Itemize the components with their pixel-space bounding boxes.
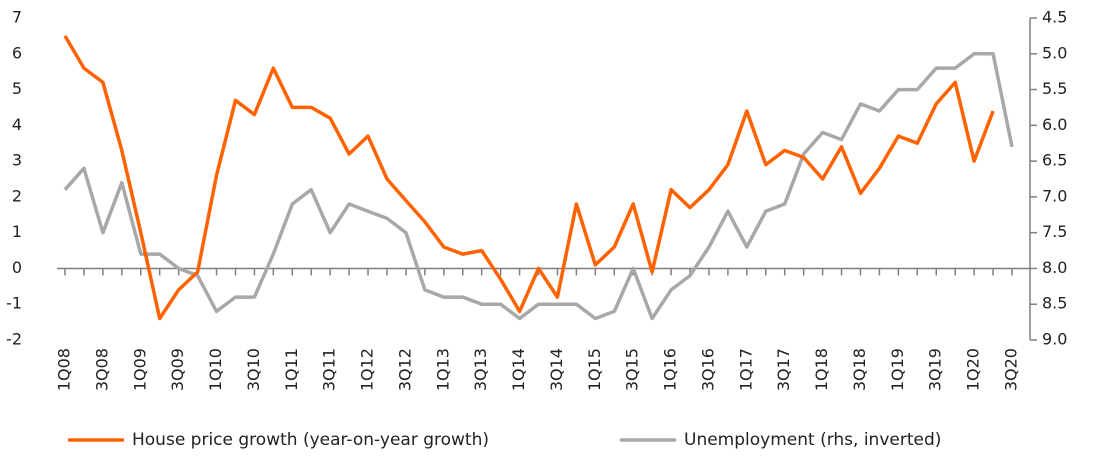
x-tick-label: 3Q15 (623, 348, 642, 391)
x-tick-label: 3Q18 (850, 348, 869, 391)
x-tick-label: 1Q14 (509, 348, 528, 391)
x-tick-label: 1Q15 (585, 348, 604, 391)
y-tick-label: 4 (12, 115, 22, 134)
x-tick-label: 3Q16 (698, 348, 717, 391)
y-tick-label: 5 (12, 79, 22, 98)
x-tick-label: 3Q20 (1002, 348, 1021, 391)
x-tick-label: 3Q13 (471, 348, 490, 391)
y-tick-label: 2 (12, 186, 22, 205)
y2-tick-label: 8.5 (1042, 294, 1067, 313)
y2-tick-label: 6.0 (1042, 115, 1067, 134)
x-tick-label: 1Q13 (433, 348, 452, 391)
legend-label: Unemployment (rhs, inverted) (684, 430, 941, 450)
x-tick-label: 3Q19 (926, 348, 945, 391)
y2-tick-label: 8.0 (1042, 258, 1067, 277)
x-tick-label: 1Q09 (130, 348, 149, 391)
y-tick-label: 0 (12, 258, 22, 277)
legend-label: House price growth (year-on-year growth) (132, 430, 489, 450)
x-tick-label: 3Q14 (547, 348, 566, 391)
y-tick-label: 3 (12, 151, 22, 170)
y-tick-label: -1 (6, 294, 22, 313)
x-tick-label: 1Q19 (888, 348, 907, 391)
x-tick-label: 3Q11 (320, 348, 339, 391)
y2-tick-label: 7.0 (1042, 186, 1067, 205)
x-tick-label: 1Q08 (55, 348, 74, 391)
x-tick-label: 3Q10 (244, 348, 263, 391)
y-tick-label: 6 (12, 43, 22, 62)
x-tick-label: 1Q16 (661, 348, 680, 391)
y2-tick-label: 7.5 (1042, 222, 1067, 241)
x-tick-label: 1Q11 (282, 348, 301, 391)
x-tick-label: 1Q10 (206, 348, 225, 391)
series-line (63, 52, 1014, 321)
x-tick-label: 1Q17 (736, 348, 755, 391)
series-line (63, 35, 995, 321)
y2-tick-label: 5.5 (1042, 79, 1067, 98)
y-tick-label: -2 (6, 330, 22, 349)
x-tick-label: 1Q12 (358, 348, 377, 391)
x-tick-label: 3Q08 (92, 348, 111, 391)
y-tick-label: 7 (12, 8, 22, 27)
y-tick-label: 1 (12, 222, 22, 241)
y2-tick-label: 9.0 (1042, 330, 1067, 349)
x-tick-label: 3Q12 (395, 348, 414, 391)
x-tick-label: 1Q18 (812, 348, 831, 391)
y2-tick-label: 6.5 (1042, 151, 1067, 170)
x-tick-label: 3Q09 (168, 348, 187, 391)
x-tick-label: 3Q17 (774, 348, 793, 391)
x-tick-label: 1Q20 (964, 348, 983, 391)
y2-tick-label: 4.5 (1042, 8, 1067, 27)
y2-tick-label: 5.0 (1042, 43, 1067, 62)
